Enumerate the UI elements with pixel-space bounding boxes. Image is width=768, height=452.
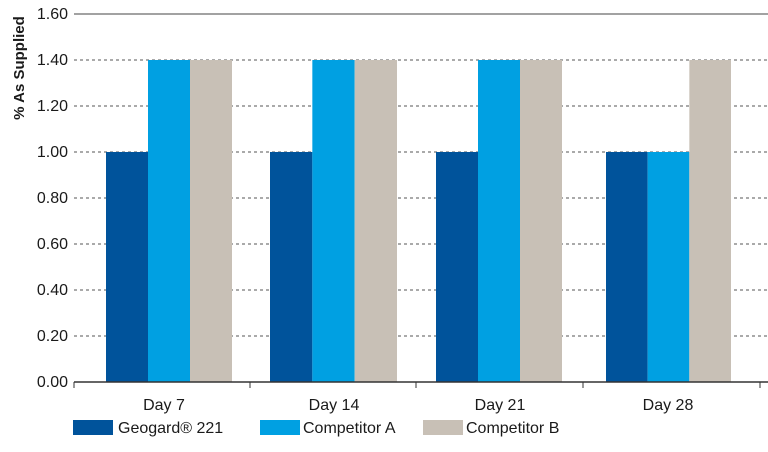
bar [270,152,313,382]
y-tick-label: 0.80 [37,190,68,207]
x-axis [73,381,768,388]
bars [106,60,731,382]
bar [312,60,355,382]
x-tick-label: Day 21 [475,397,526,414]
y-tick-label: 1.20 [37,98,68,115]
bar [106,152,148,382]
x-tick-label: Day 14 [309,397,360,414]
legend: Geogard® 221 Competitor A Competitor B [73,420,559,437]
y-tick-label: 1.60 [37,6,68,23]
legend-swatch [73,420,113,435]
legend-swatch [423,420,463,435]
bar [520,60,562,382]
x-tick-label: Day 28 [643,397,694,414]
bar [354,60,397,382]
bar [689,60,731,382]
x-axis-ticks: Day 7 Day 14 Day 21 Day 28 [143,397,693,414]
bar [478,60,520,382]
bar [606,152,648,382]
legend-swatch [260,420,300,435]
bar [190,60,232,382]
y-tick-label: 0.40 [37,282,68,299]
y-tick-label: 0.20 [37,328,68,345]
legend-label: Competitor A [303,420,396,437]
bar [647,152,690,382]
y-tick-label: 0.60 [37,236,68,253]
y-axis-label: % As Supplied [11,16,28,120]
y-tick-label: 1.40 [37,52,68,69]
bar [436,152,478,382]
x-tick-label: Day 7 [143,397,185,414]
y-tick-label: 0.00 [37,374,68,391]
legend-label: Competitor B [466,420,559,437]
y-tick-label: 1.00 [37,144,68,161]
y-axis-ticks: 0.00 0.20 0.40 0.60 0.80 1.00 1.20 1.40 1.60 [37,6,68,391]
legend-label: Geogard® 221 [118,420,223,437]
bar [148,60,190,382]
